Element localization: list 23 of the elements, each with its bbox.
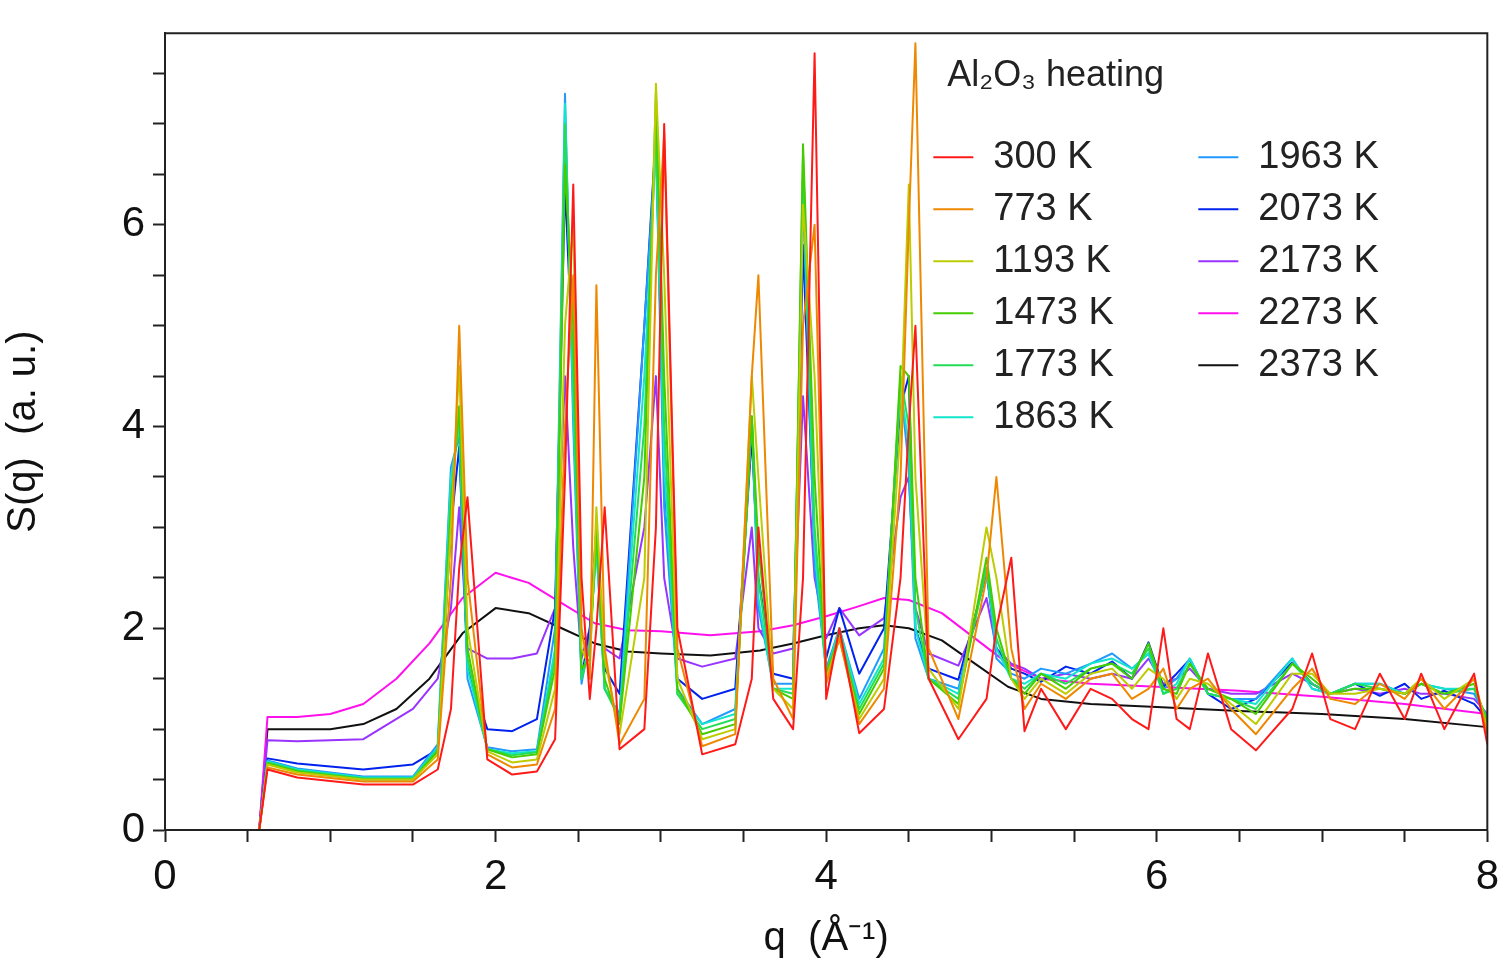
y-tick-label: 6 — [121, 198, 145, 246]
legend-label: 2073 K — [1258, 185, 1379, 228]
legend-label: 1963 K — [1258, 133, 1379, 176]
legend-label: 2273 K — [1258, 289, 1379, 332]
y-axis-title: S(q) (a. u.) — [0, 330, 44, 533]
legend-label: 300 K — [993, 133, 1093, 176]
legend-label: 1773 K — [993, 341, 1114, 384]
legend-label: 2173 K — [1258, 237, 1379, 280]
legend-label: 1193 K — [993, 237, 1111, 280]
x-tick-label: 6 — [1145, 850, 1169, 898]
legend-title: Al₂O₃ heating — [947, 53, 1165, 95]
y-tick-label: 4 — [121, 400, 145, 448]
legend-label: 1473 K — [993, 289, 1114, 332]
legend-label: 1863 K — [993, 393, 1114, 436]
x-tick-label: 4 — [814, 850, 838, 898]
x-tick-label: 2 — [483, 850, 508, 898]
y-tick-label: 0 — [121, 803, 145, 851]
y-tick-label: 2 — [121, 601, 145, 649]
x-tick-label: 0 — [153, 850, 177, 898]
x-tick-label: 8 — [1475, 850, 1499, 898]
legend-label: 773 K — [993, 185, 1093, 228]
legend-label: 2373 K — [1258, 341, 1379, 384]
x-axis-title: q (Å⁻¹) — [763, 914, 889, 959]
